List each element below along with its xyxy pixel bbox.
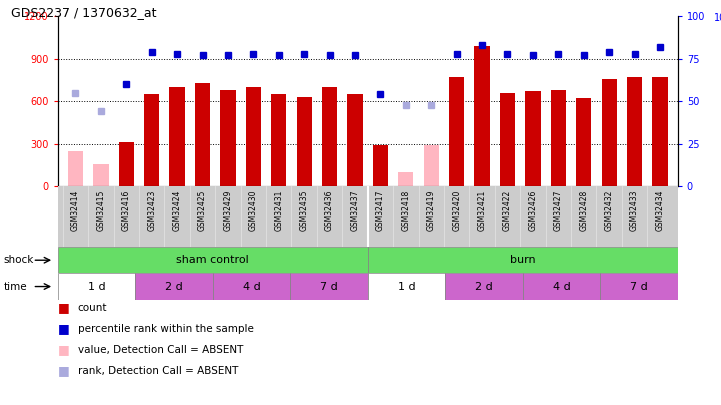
Text: GSM32416: GSM32416 [122,189,131,231]
Text: GSM32437: GSM32437 [350,189,360,231]
Text: time: time [4,281,27,292]
Text: rank, Detection Call = ABSENT: rank, Detection Call = ABSENT [78,366,238,376]
Text: GSM32424: GSM32424 [172,189,182,231]
Bar [93,164,108,186]
Bar [446,273,523,300]
Text: GSM32418: GSM32418 [402,189,410,230]
Text: GSM32423: GSM32423 [147,189,156,231]
Text: 1 d: 1 d [88,281,105,292]
Text: shock: shock [4,255,34,265]
Y-axis label: 100%: 100% [714,13,721,23]
Text: count: count [78,303,107,313]
Bar [58,273,136,300]
Bar [600,273,678,300]
Text: 4 d: 4 d [552,281,570,292]
Bar [221,90,236,186]
Text: percentile rank within the sample: percentile rank within the sample [78,324,254,334]
Bar [424,145,439,186]
Text: GSM32421: GSM32421 [477,189,487,230]
Bar [368,273,445,300]
Text: GSM32422: GSM32422 [503,189,512,230]
Text: GSM32414: GSM32414 [71,189,80,231]
Text: ■: ■ [58,322,69,335]
Text: GSM32436: GSM32436 [325,189,334,231]
Text: GSM32419: GSM32419 [427,189,435,231]
Text: 2 d: 2 d [165,281,183,292]
Bar [296,97,311,186]
Text: ■: ■ [58,364,69,377]
Bar [144,94,159,186]
Text: GSM32417: GSM32417 [376,189,385,231]
Bar [551,90,566,186]
Text: 7 d: 7 d [630,281,648,292]
Bar [500,93,515,186]
Bar [68,151,83,186]
Bar [213,273,290,300]
Bar [195,83,210,186]
Bar [169,87,185,186]
Bar [474,46,490,186]
Bar [58,247,368,273]
Text: GSM32420: GSM32420 [452,189,461,231]
Text: GSM32430: GSM32430 [249,189,258,231]
Bar [136,273,213,300]
Bar [398,172,413,186]
Text: 1 d: 1 d [398,281,415,292]
Bar [601,79,616,186]
Text: GSM32432: GSM32432 [605,189,614,231]
Bar [576,98,591,186]
Text: GSM32431: GSM32431 [274,189,283,231]
Text: ■: ■ [58,343,69,356]
Text: GSM32433: GSM32433 [630,189,639,231]
Text: ■: ■ [58,301,69,314]
Text: GSM32415: GSM32415 [97,189,105,231]
Text: GSM32426: GSM32426 [528,189,537,231]
Text: GSM32428: GSM32428 [579,189,588,230]
Bar [373,145,388,186]
Bar [627,77,642,186]
Text: GSM32425: GSM32425 [198,189,207,231]
Bar [119,142,134,186]
Bar [653,77,668,186]
Bar [322,87,337,186]
Text: GDS2237 / 1370632_at: GDS2237 / 1370632_at [12,6,156,19]
Text: GSM32434: GSM32434 [655,189,665,231]
Bar [348,94,363,186]
Bar [368,247,678,273]
Text: GSM32435: GSM32435 [300,189,309,231]
Text: 2 d: 2 d [475,281,493,292]
Bar [449,77,464,186]
Text: GSM32429: GSM32429 [224,189,232,231]
Text: sham control: sham control [177,255,249,265]
Bar [290,273,368,300]
Bar [526,92,541,186]
Bar [523,273,601,300]
Text: GSM32427: GSM32427 [554,189,563,231]
Text: 4 d: 4 d [242,281,260,292]
Bar [246,87,261,186]
Text: value, Detection Call = ABSENT: value, Detection Call = ABSENT [78,345,243,355]
Text: burn: burn [510,255,536,265]
Bar [271,94,286,186]
Text: 7 d: 7 d [320,281,338,292]
